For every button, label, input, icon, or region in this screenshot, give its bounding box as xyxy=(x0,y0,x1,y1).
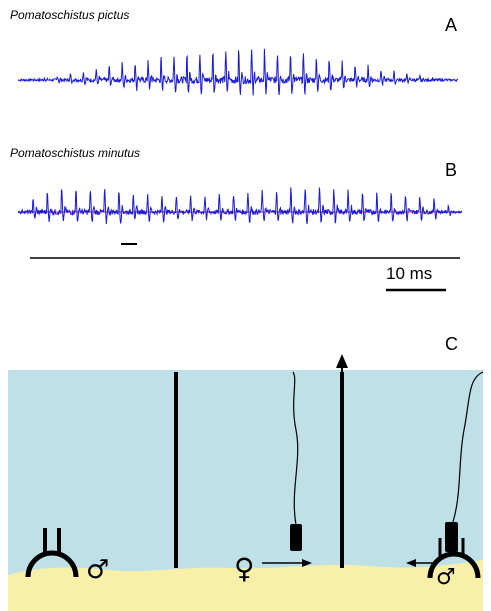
nest-with-hydrophone-right xyxy=(427,371,484,579)
scale-bar-label: 10 ms xyxy=(386,264,433,283)
hydrophone-middle xyxy=(290,371,302,551)
water-background xyxy=(8,370,483,580)
waveform-trace-a xyxy=(17,48,459,96)
species-label-b: Pomatoschistus minutus xyxy=(10,146,141,160)
male-symbol-left: ♂ xyxy=(86,555,109,585)
waveform-trace-b xyxy=(17,187,463,225)
panel-letter-a: A xyxy=(445,15,458,35)
female-symbol: ♀ xyxy=(234,552,255,585)
arrow-right-icon xyxy=(262,559,312,567)
male-symbol-right: ♂ xyxy=(436,565,456,590)
sand-bottom xyxy=(8,560,483,611)
arrow-left-icon xyxy=(406,559,434,567)
panel-letter-c: C xyxy=(445,334,458,354)
panel-letter-b: B xyxy=(445,160,458,180)
removable-divider-arrow-up xyxy=(336,354,348,568)
nest-with-tubes-left xyxy=(25,528,79,578)
species-label-a: Pomatoschistus pictus xyxy=(10,8,130,22)
